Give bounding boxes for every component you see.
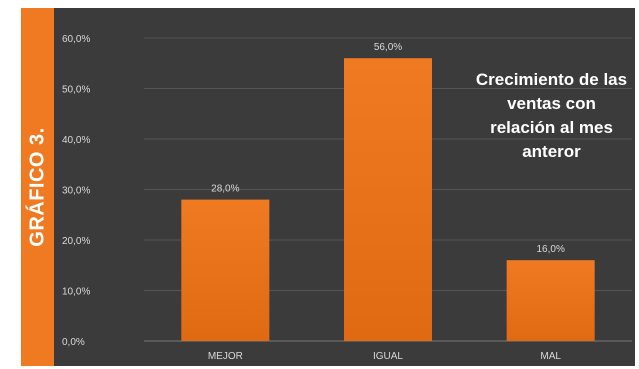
chart-figure: GRÁFICO 3. 0,0% 10,0% 20,0% 30,0% 40,0% 50,0%… bbox=[21, 8, 635, 366]
y-tick-label: 20,0% bbox=[62, 236, 90, 247]
side-label-band: GRÁFICO 3. bbox=[21, 8, 54, 366]
y-tick-label: 40,0% bbox=[62, 135, 90, 146]
x-tick-label: MEJOR bbox=[208, 351, 243, 362]
y-tick-label: 10,0% bbox=[62, 287, 90, 298]
side-label-text: GRÁFICO 3. bbox=[26, 127, 48, 247]
y-tick-label: 50,0% bbox=[62, 85, 90, 96]
bar bbox=[181, 199, 270, 341]
bar-chart: 0,0% 10,0% 20,0% 30,0% 40,0% 50,0% 60,0% 28,0% M… bbox=[62, 34, 632, 362]
y-tick-label: 30,0% bbox=[62, 186, 90, 197]
y-tick-label: 60,0% bbox=[62, 34, 90, 45]
plot-area: 0,0% 10,0% 20,0% 30,0% 40,0% 50,0% 60,0% 28,0% M… bbox=[54, 8, 635, 366]
bar bbox=[506, 260, 595, 341]
data-label: 28,0% bbox=[211, 184, 239, 195]
x-tick-label: IGUAL bbox=[373, 351, 403, 362]
data-label: 16,0% bbox=[536, 244, 564, 255]
data-label: 56,0% bbox=[374, 42, 402, 53]
chart-title: Crecimiento de las ventas con relación a… bbox=[475, 70, 628, 161]
bar bbox=[344, 58, 432, 341]
x-tick-label: MAL bbox=[540, 351, 561, 362]
y-tick-label: 0,0% bbox=[62, 337, 85, 348]
